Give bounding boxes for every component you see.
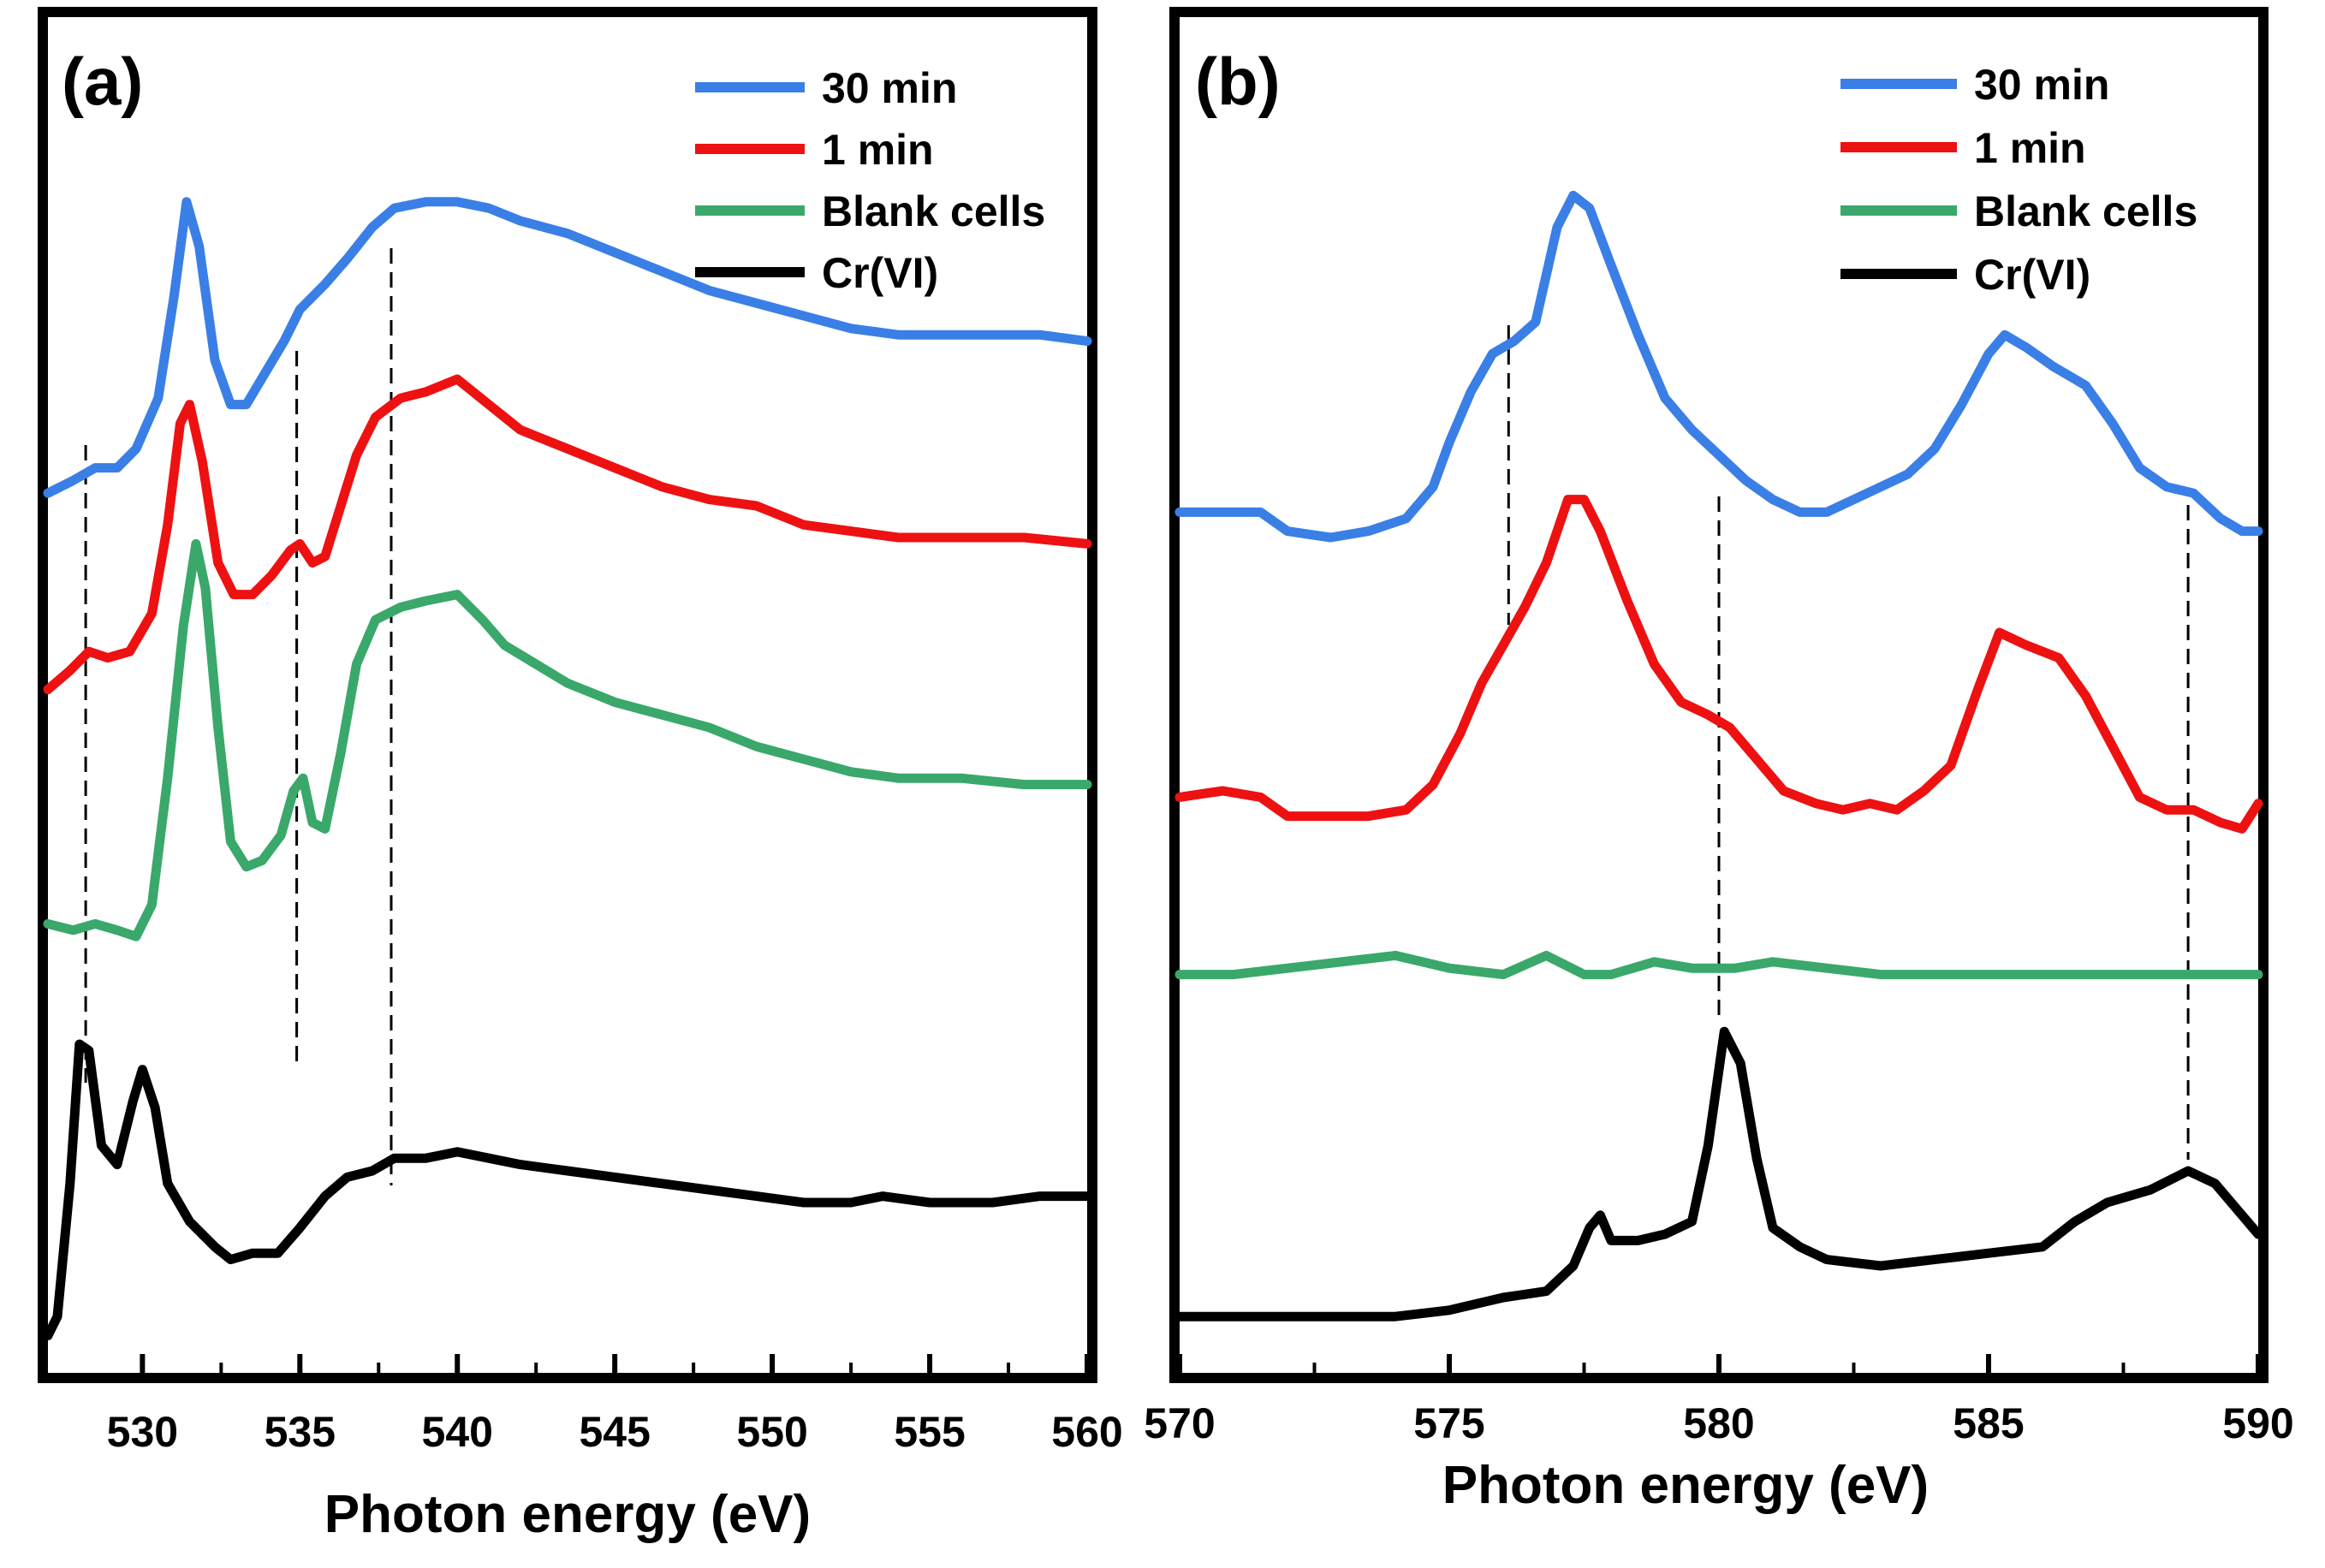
x-tick-label-b-585: 585 — [1953, 1399, 2024, 1447]
panel-b-legend: 30 min 1 min Blank cells Cr(VI) — [1840, 61, 2197, 299]
legend-a-label-crvi: Cr(VI) — [822, 249, 938, 297]
series-blank-cells-line-b — [1174, 950, 2263, 980]
series-30-min-line-a — [43, 197, 1092, 498]
series-1-min-line-a — [43, 374, 1092, 695]
panel-b: 570 575 580 585 590 (b) Photon energy (eV) 3… — [1144, 7, 2294, 1515]
legend-a-label-30min: 30 min — [822, 64, 957, 112]
x-tick-label-b-570: 570 — [1144, 1399, 1215, 1447]
x-tick-label-a-545: 545 — [579, 1408, 650, 1456]
panel-b-x-axis-label: Photon energy (eV) — [1442, 1456, 1929, 1515]
legend-b-label-1min: 1 min — [1974, 124, 2086, 172]
legend-b-label-blank: Blank cells — [1974, 187, 2197, 235]
series-30-min-line-b — [1174, 190, 2263, 543]
legend-a-label-1min: 1 min — [822, 126, 934, 174]
x-tick-label-b-590: 590 — [2222, 1399, 2293, 1447]
panel-b-series — [1174, 190, 2263, 1322]
x-tick-label-b-575: 575 — [1413, 1399, 1484, 1447]
panel-a: 530 535 540 545 550 555 560 (a) Photon energy … — [38, 7, 1123, 1544]
panel-b-ticks: 570 575 580 585 590 — [1144, 1354, 2294, 1447]
panel-a-frame — [38, 7, 1097, 1383]
x-tick-label-a-560: 560 — [1051, 1408, 1122, 1456]
x-tick-label-a-535: 535 — [265, 1408, 336, 1456]
panel-b-guide-lines — [1507, 325, 2190, 1160]
x-tick-label-a-530: 530 — [107, 1408, 178, 1456]
panel-a-legend: 30 min 1 min Blank cells Cr(VI) — [695, 64, 1045, 297]
series-cr-vi-line-a — [43, 1039, 1092, 1340]
panel-b-label: (b) — [1195, 44, 1281, 119]
series-1-min-line-b — [1174, 495, 2263, 834]
legend-a-label-blank: Blank cells — [822, 187, 1045, 235]
x-tick-label-a-550: 550 — [736, 1408, 807, 1456]
panel-a-ticks: 530 535 540 545 550 555 560 — [107, 1354, 1123, 1456]
series-cr-vi-line-b — [1174, 1026, 2263, 1322]
panel-b-frame — [1169, 7, 2269, 1383]
x-tick-label-a-555: 555 — [894, 1408, 965, 1456]
panel-a-label: (a) — [62, 44, 143, 119]
x-tick-label-a-540: 540 — [422, 1408, 493, 1456]
legend-b-label-crvi: Cr(VI) — [1974, 251, 2090, 299]
x-tick-label-b-580: 580 — [1683, 1399, 1754, 1447]
panel-a-x-axis-label: Photon energy (eV) — [324, 1485, 811, 1544]
panel-a-series — [43, 197, 1092, 1340]
series-blank-cells-line-a — [43, 538, 1092, 941]
legend-b-label-30min: 30 min — [1974, 61, 2109, 109]
